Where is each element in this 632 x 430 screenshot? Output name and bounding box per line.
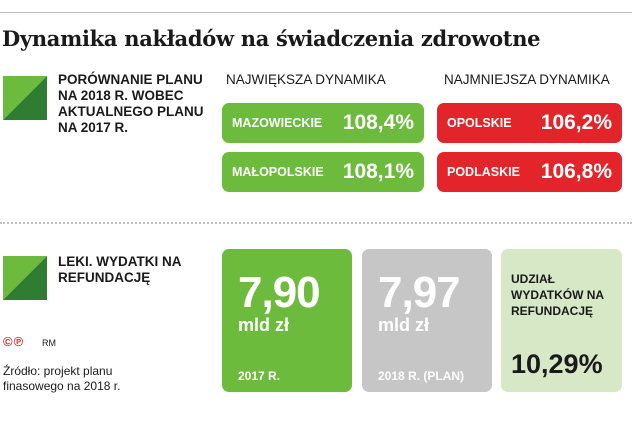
region-pill-malopolskie: MAŁOPOLSKIE 108,1% (222, 152, 424, 192)
largest-dynamics-heading: NAJWIĘKSZA DYNAMIKA (226, 72, 386, 87)
comparison-section-label: PORÓWNANIE PLANU NA 2018 R. WOBEC AKTUAL… (58, 72, 204, 135)
pill-region-label: MAŁOPOLSKIE (232, 165, 324, 179)
card-2017-value: 7,90 (238, 268, 321, 317)
region-pill-opolskie: OPOLSKIE 106,2% (437, 103, 622, 143)
source-note: Źródło: projekt planu finasowego na 2018… (3, 364, 121, 393)
pill-region-label: OPOLSKIE (447, 116, 512, 130)
share-label: UDZIAŁ WYDATKÓW NA REFUNDACJĘ (511, 272, 604, 318)
page-title: Dynamika nakładów na świadczenia zdrowot… (2, 26, 541, 51)
pill-region-label: PODLASKIE (447, 165, 520, 179)
share-card: UDZIAŁ WYDATKÓW NA REFUNDACJĘ 10,29% (501, 249, 622, 392)
section-divider (0, 222, 632, 224)
card-2017-label: 2017 R. (238, 369, 281, 383)
section-triangle-icon (3, 76, 47, 120)
card-2018-unit: mld zł (378, 315, 430, 335)
card-2018: 7,97 mld zł 2018 R. (PLAN) (362, 249, 492, 392)
section-triangle-icon (3, 256, 47, 300)
region-pill-mazowieckie: MAZOWIECKIE 108,4% (222, 103, 424, 143)
pill-value: 106,8% (540, 160, 612, 183)
card-2017: 7,90 mld zł 2017 R. (222, 249, 352, 392)
pill-value: 108,1% (342, 160, 414, 183)
author-initials: RM (42, 338, 56, 348)
card-2018-label: 2018 R. (PLAN) (378, 369, 465, 383)
share-value: 10,29% (511, 349, 603, 379)
pill-value: 106,2% (540, 111, 612, 134)
region-pill-podlaskie: PODLASKIE 106,8% (437, 152, 622, 192)
card-2017-unit: mld zł (238, 315, 290, 335)
card-2018-value: 7,97 (378, 268, 461, 317)
copyright-icon: ©℗ (3, 334, 25, 349)
pill-region-label: MAZOWIECKIE (232, 116, 323, 130)
top-rule (0, 12, 632, 13)
pill-value: 108,4% (342, 111, 414, 134)
smallest-dynamics-heading: NAJMNIEJSZA DYNAMIKA (444, 72, 610, 87)
drugs-section-label: LEKI. WYDATKI NA REFUNDACJĘ (58, 254, 181, 285)
